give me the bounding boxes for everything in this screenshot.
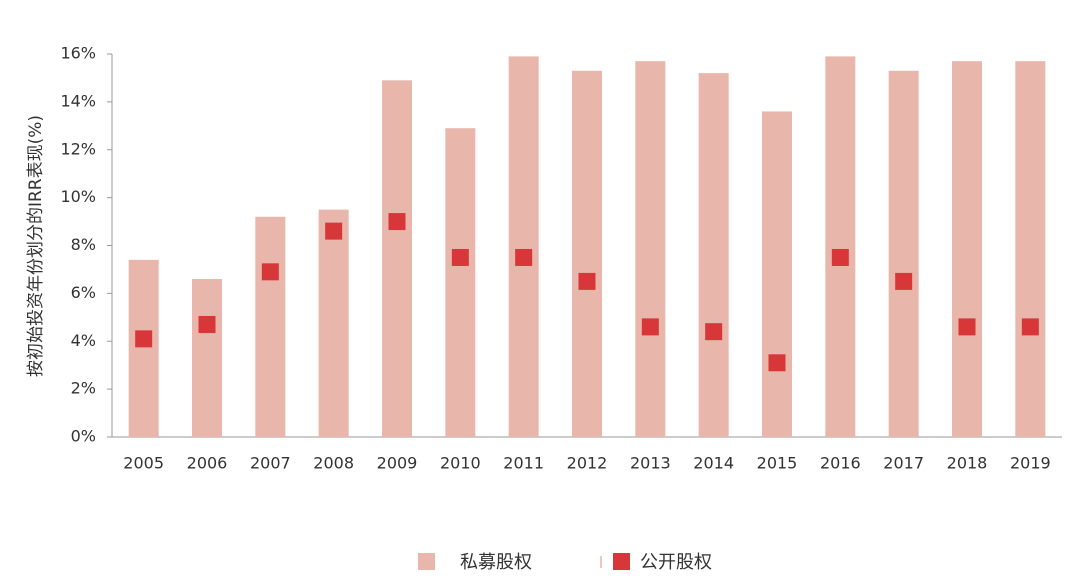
marker	[578, 272, 596, 290]
marker	[768, 354, 786, 372]
x-tick-label: 2011	[503, 454, 544, 473]
x-tick-label: 2010	[440, 454, 481, 473]
y-tick-label: 4%	[71, 331, 96, 350]
bar	[952, 61, 982, 438]
y-tick-label: 0%	[71, 427, 96, 446]
legend-label: 私募股权	[460, 552, 532, 573]
x-tick-label: 2006	[187, 454, 228, 473]
bar	[445, 128, 476, 438]
marker	[1021, 318, 1039, 336]
marker	[261, 263, 279, 281]
y-tick-label: 16%	[60, 44, 96, 63]
x-tick-label: 2014	[693, 454, 734, 473]
bar	[572, 70, 602, 437]
bar	[762, 111, 792, 437]
marker	[451, 248, 469, 266]
bar	[382, 80, 412, 438]
marker	[135, 330, 153, 348]
marker	[641, 318, 659, 336]
legend-swatch	[613, 553, 630, 570]
marker	[895, 272, 913, 290]
marker	[958, 318, 976, 336]
x-tick-label: 2005	[123, 454, 164, 473]
bar	[508, 56, 539, 438]
marker	[388, 213, 406, 231]
bar	[1015, 61, 1046, 438]
bar	[192, 279, 222, 437]
bar	[255, 216, 286, 437]
x-tick-label: 2012	[567, 454, 608, 473]
marker	[705, 323, 723, 341]
y-tick-label: 10%	[60, 187, 96, 206]
bar	[635, 61, 666, 438]
x-tick-label: 2013	[630, 454, 671, 473]
marker	[325, 222, 343, 240]
bar	[698, 73, 729, 438]
bar	[128, 259, 159, 437]
legend-label: 公开股权	[640, 552, 712, 573]
y-tick-label: 12%	[60, 139, 96, 158]
marker	[831, 248, 849, 266]
x-tick-label: 2009	[377, 454, 418, 473]
x-tick-label: 2018	[947, 454, 988, 473]
marker	[515, 248, 533, 266]
x-tick-label: 2017	[883, 454, 924, 473]
legend-swatch	[418, 553, 435, 570]
x-tick-label: 2016	[820, 454, 861, 473]
marker	[198, 315, 216, 333]
x-tick-label: 2019	[1010, 454, 1051, 473]
x-tick-label: 2015	[757, 454, 798, 473]
x-tick-label: 2008	[313, 454, 354, 473]
y-tick-label: 14%	[60, 91, 96, 110]
y-tick-label: 6%	[71, 283, 96, 302]
y-tick-label: 2%	[71, 379, 96, 398]
y-tick-label: 8%	[71, 235, 96, 254]
bar	[318, 209, 349, 437]
y-axis-label: 按初始投资年份划分的IRR表现(%)	[26, 115, 46, 377]
x-tick-label: 2007	[250, 454, 291, 473]
bar	[825, 56, 856, 438]
bar	[888, 70, 919, 437]
